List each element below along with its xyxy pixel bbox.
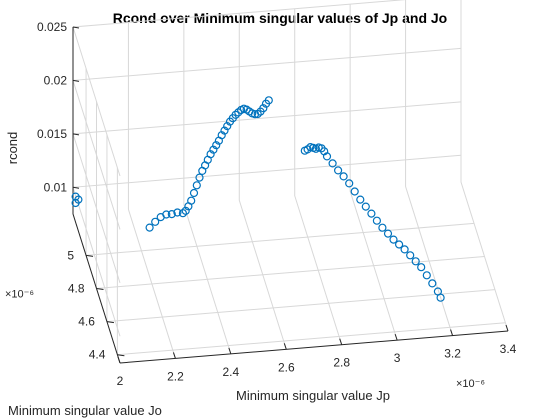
data-point — [350, 187, 359, 196]
y-tick-label: 5 — [67, 248, 74, 262]
data-point — [372, 216, 381, 225]
y-tick — [106, 321, 115, 324]
data-point — [189, 188, 199, 198]
y-gridline — [116, 167, 506, 356]
x-gridline — [405, 0, 454, 336]
data-point — [328, 159, 337, 168]
data-point — [411, 257, 420, 266]
x-tick — [228, 347, 232, 355]
y-tick — [96, 288, 104, 290]
data-point — [339, 172, 348, 181]
x-tick — [283, 343, 287, 350]
data-point — [406, 251, 415, 260]
data-point — [345, 179, 354, 188]
data-point — [422, 271, 431, 280]
x-gridline — [460, 0, 509, 332]
x-tick — [394, 333, 398, 341]
y-gridline — [85, 68, 475, 256]
data-point — [192, 181, 201, 190]
z-tick-label: 0.025 — [37, 20, 67, 34]
z-axis-label: rcond — [5, 132, 20, 165]
data-point — [383, 229, 393, 238]
x-tick — [172, 352, 176, 359]
y-tick — [117, 354, 125, 357]
y-tick-label: 4.6 — [78, 315, 95, 329]
y-tick-label: 4.8 — [68, 282, 85, 296]
y-gridline — [106, 134, 495, 323]
x-exponent-label: ×10⁻⁶ — [456, 378, 485, 390]
data-point — [162, 210, 171, 219]
x-tick-label: 3.2 — [444, 347, 461, 361]
data-point — [367, 209, 376, 218]
data-point — [264, 96, 273, 105]
x-gridline — [238, 13, 287, 350]
z-tick — [72, 79, 80, 82]
z-tick — [72, 186, 80, 189]
x-gridline — [349, 4, 398, 341]
data-point — [187, 196, 196, 205]
data-point — [181, 206, 190, 215]
z-tick — [72, 133, 80, 136]
z-tick-label: 0.02 — [44, 73, 68, 87]
data-point — [259, 104, 268, 113]
data-point — [231, 110, 240, 119]
x-gridline — [294, 8, 343, 345]
x-tick-label: 2.6 — [278, 360, 295, 374]
y-exponent-label: ×10⁻⁶ — [5, 289, 34, 301]
x-axis-line — [119, 330, 509, 364]
x-tick-label: 2 — [117, 374, 124, 388]
z-tick — [72, 26, 80, 29]
data-point — [395, 240, 404, 249]
data-point — [322, 152, 332, 161]
x-axis-label: Minimum singular value Jp — [236, 388, 390, 403]
x-tick-label: 3.4 — [500, 342, 517, 356]
x-tick — [117, 356, 121, 364]
data-point — [145, 223, 154, 232]
data-point — [356, 195, 365, 204]
data-point — [195, 173, 204, 182]
chart-title: Rcond over Minimum singular values of Jp… — [112, 10, 448, 26]
x-tick-label: 2.4 — [223, 365, 240, 379]
data-point — [417, 263, 426, 272]
data-point — [151, 217, 160, 226]
data-point — [361, 202, 370, 211]
data-point — [167, 210, 176, 219]
y-tick — [85, 254, 94, 257]
data-point — [212, 141, 221, 150]
x-tick-label: 2.8 — [333, 356, 350, 370]
data-point — [173, 208, 182, 217]
x-tick-label: 2.2 — [167, 369, 184, 383]
data-point — [220, 126, 229, 135]
z-tick-label: 0.015 — [37, 127, 67, 141]
z-gridline — [72, 101, 462, 284]
x-tick-label: 3 — [394, 351, 401, 365]
data-point — [400, 245, 409, 254]
y-axis-label: Minimum singular value Jo — [8, 403, 162, 418]
data-point — [389, 235, 398, 244]
z-tick-label: 0.01 — [44, 180, 68, 194]
z-gridline — [72, 0, 407, 177]
data-point — [428, 279, 437, 288]
x-gridline — [127, 22, 176, 359]
z-gridline — [72, 47, 462, 230]
data-point — [378, 223, 387, 232]
data-point — [436, 293, 445, 302]
x-tick — [450, 329, 454, 336]
data-point — [74, 195, 83, 204]
x-tick — [339, 338, 343, 345]
y-gridline — [96, 101, 485, 290]
y-tick-label: 4.4 — [89, 348, 106, 362]
data-point — [334, 166, 343, 175]
x-tick — [505, 324, 509, 332]
x-gridline — [183, 17, 232, 355]
